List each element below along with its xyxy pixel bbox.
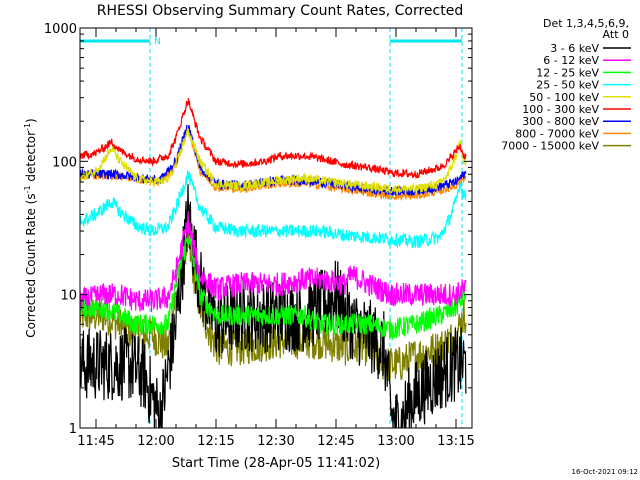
legend-header-1: Det 1,3,4,5,6,9, — [543, 17, 629, 30]
series-line — [80, 170, 467, 249]
y-axis-label-main: Corrected Count Rate (s — [24, 193, 38, 337]
x-axis-label: Start Time (28-Apr-05 11:41:02) — [172, 456, 380, 471]
y-axis-label: Corrected Count Rate (s-1 detector-1) — [23, 118, 38, 337]
legend-label: 12 - 25 keV — [536, 66, 599, 79]
series-line — [80, 212, 467, 312]
night-markers: N — [80, 28, 463, 428]
legend-label: 300 - 800 keV — [522, 115, 599, 128]
x-tick-label: 12:00 — [137, 434, 174, 449]
x-tick-label: 11:45 — [77, 434, 114, 449]
series-layer — [80, 98, 467, 428]
y-axis-label-sup-1: -1 — [23, 185, 32, 193]
axes: 1 10 100 1000 11:45 12:00 12:15 12:30 12:45 13:00… — [44, 22, 475, 449]
footer-timestamp: 16-Oct-2021 09:12 — [572, 468, 638, 476]
legend-label: 800 - 7000 keV — [515, 127, 599, 140]
x-tick-label: 13:00 — [377, 434, 414, 449]
x-tick-label: 12:45 — [317, 434, 354, 449]
y-tick-label: 1 — [69, 422, 77, 437]
series-line — [80, 234, 467, 340]
y-tick-label: 1000 — [44, 22, 77, 37]
x-tick-label: 12:30 — [257, 434, 294, 449]
y-tick-label: 100 — [52, 155, 77, 170]
legend-label: 25 - 50 keV — [536, 79, 599, 92]
chart-title: RHESSI Observing Summary Count Rates, Co… — [97, 3, 463, 19]
y-tick-label: 10 — [60, 289, 77, 304]
y-axis-label-sup-2: -1 — [23, 123, 32, 131]
legend-label: 100 - 300 keV — [522, 103, 599, 116]
legend-header-2: Att 0 — [603, 28, 629, 41]
x-tick-label: 13:15 — [437, 434, 474, 449]
night-label: N — [154, 37, 161, 47]
series-line — [80, 223, 467, 382]
series-line — [80, 98, 467, 179]
legend-label: 3 - 6 keV — [550, 42, 599, 55]
legend-label: 6 - 12 keV — [543, 54, 599, 67]
y-axis-label-end: ) — [24, 118, 38, 123]
legend-label: 50 - 100 keV — [529, 91, 599, 104]
series-line — [80, 184, 467, 428]
x-tick-label: 12:15 — [197, 434, 234, 449]
legend-label: 7000 - 15000 keV — [501, 140, 599, 153]
y-axis-label-mid: detector — [24, 131, 38, 186]
series-line — [80, 125, 467, 196]
